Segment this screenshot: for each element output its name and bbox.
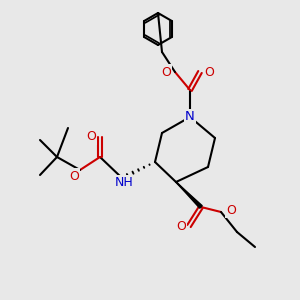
Text: O: O [226,203,236,217]
Text: O: O [69,169,79,182]
Text: O: O [176,220,186,232]
Text: NH: NH [115,176,134,190]
Text: O: O [86,130,96,143]
Text: O: O [161,65,171,79]
Text: O: O [204,65,214,79]
Polygon shape [176,182,202,208]
Text: N: N [185,110,195,124]
